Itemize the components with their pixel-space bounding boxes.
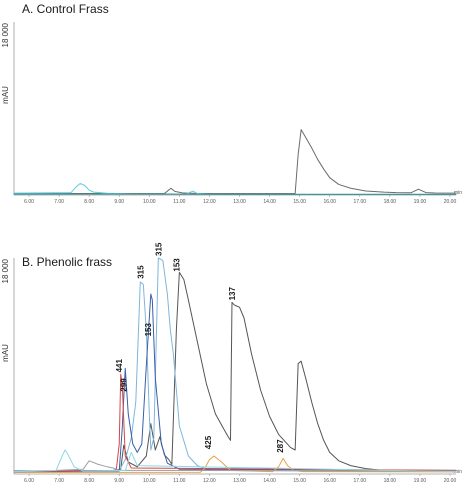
peak-label: 287 <box>276 439 285 453</box>
series-line-6 <box>13 449 457 473</box>
x-tick-label: 8.00 <box>84 199 94 205</box>
x-tick-label: 19.00 <box>414 478 427 484</box>
peak-label: 153 <box>144 323 153 337</box>
y-axis-label: mAU <box>1 344 10 362</box>
x-tick-label: 7.00 <box>54 478 64 484</box>
x-tick-label: 14.00 <box>263 199 276 205</box>
x-tick-label: 16.00 <box>323 478 336 484</box>
peak-label: 441 <box>115 359 124 373</box>
x-tick-label: 11.00 <box>173 199 185 205</box>
series-line-1 <box>13 257 457 473</box>
panel-b: B. Phenolic frass 18 000 mAU 6.00 7.00 8.00 9.… <box>1 242 462 484</box>
panel-a: A. Control Frass 18 000 mAU 6.00 7.00 8.00 9.0… <box>1 2 462 205</box>
x-tick-label: 13.00 <box>233 199 246 205</box>
x-tick-label: 12.00 <box>203 478 216 484</box>
x-tick-label: 8.00 <box>84 478 94 484</box>
series-line-1 <box>13 182 457 195</box>
x-tick-label: 11.00 <box>173 478 185 484</box>
peak-label: 153 <box>172 258 181 272</box>
panel-title: A. Control Frass <box>22 2 109 16</box>
x-tick-label: 13.00 <box>233 478 246 484</box>
x-tick-label: 9.00 <box>114 199 124 205</box>
x-tick-label: 14.00 <box>263 478 276 484</box>
series-line-0 <box>13 271 457 473</box>
peak-label: 425 <box>204 435 213 449</box>
x-tick-label: 20.00 <box>444 199 457 205</box>
x-tick-label: 10.00 <box>143 199 156 205</box>
y-axis-label: mAU <box>1 86 10 104</box>
x-tick-label: 20.00 <box>444 478 457 484</box>
y-max-label: 18 000 <box>1 258 10 283</box>
x-tick-label: 19.00 <box>414 199 427 205</box>
x-tick-label: 18.00 <box>384 199 397 205</box>
peak-label: 315 <box>154 242 163 256</box>
x-tick-label: 6.00 <box>24 478 34 484</box>
peak-label: 299 <box>120 378 129 392</box>
x-tick-label: 15.00 <box>293 199 306 205</box>
x-unit-label: min <box>454 469 462 475</box>
x-tick-label: 9.00 <box>114 478 124 484</box>
peak-label: 315 <box>136 265 145 279</box>
x-tick-label: 6.00 <box>24 199 34 205</box>
x-tick-label: 17.00 <box>354 199 367 205</box>
panel-title: B. Phenolic frass <box>22 255 112 269</box>
x-tick-label: 10.00 <box>143 478 156 484</box>
x-tick-label: 15.00 <box>293 478 306 484</box>
x-unit-label: min <box>454 190 462 196</box>
x-tick-label: 16.00 <box>323 199 336 205</box>
x-tick-label: 18.00 <box>384 478 397 484</box>
x-tick-label: 12.00 <box>203 199 216 205</box>
y-max-label: 18 000 <box>1 22 10 47</box>
series-line-0 <box>13 129 457 195</box>
series-line-3 <box>13 373 457 473</box>
x-tick-label: 7.00 <box>54 199 64 205</box>
series-line-2 <box>13 293 457 473</box>
peak-label: 137 <box>228 287 237 301</box>
x-tick-label: 17.00 <box>354 478 367 484</box>
